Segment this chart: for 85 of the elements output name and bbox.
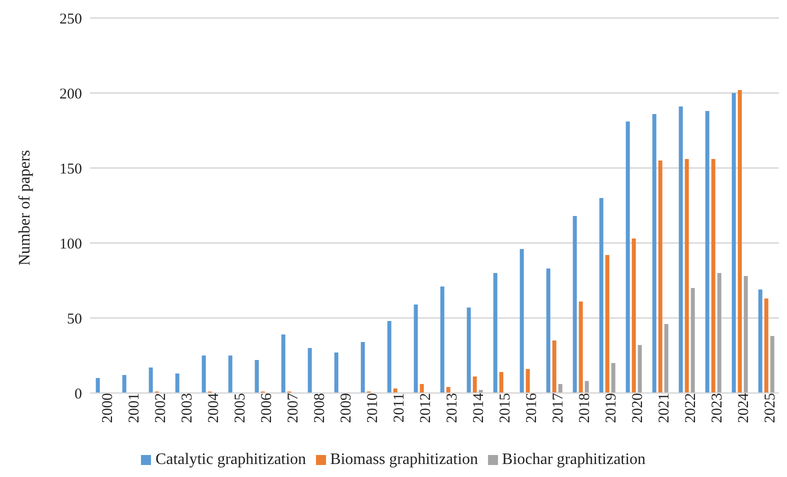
bar [652,114,656,393]
bar [770,336,774,393]
bar [420,384,424,393]
x-tick-label: 2006 [258,392,275,423]
bar [122,375,126,393]
x-tick-label: 2013 [444,393,460,423]
x-tick-label: 2005 [232,393,248,423]
bar [578,302,583,393]
y-tick-label: 50 [67,311,82,328]
y-tick-label: 200 [60,86,82,102]
x-tick-label: 2015 [497,393,514,423]
bar [472,376,477,393]
x-tick-label: 2014 [470,392,487,423]
bar [360,342,365,393]
bar [626,122,630,393]
bar [758,290,762,393]
bar [308,348,312,393]
bar [764,298,768,393]
x-tick-label: 2010 [364,393,381,423]
bar [705,111,710,393]
y-tick-label: 150 [60,161,82,178]
bar [717,273,722,393]
bar [387,321,392,393]
y-tick-label: 100 [60,236,82,252]
bar [658,160,662,393]
bar [638,345,642,393]
bar [414,304,418,393]
bar [605,255,610,393]
bar [738,90,742,393]
bar [202,356,206,393]
x-tick-label: 2024 [736,392,752,423]
bar [572,216,577,393]
bar [96,378,100,393]
x-tick-label: 2001 [126,393,142,423]
bar [611,363,616,393]
bar [228,356,232,393]
bar [520,249,524,393]
bar [499,372,504,393]
bar [664,324,668,393]
bar [334,352,338,393]
x-tick-label: 2004 [206,392,222,423]
bar [446,387,450,393]
bar [732,93,736,393]
x-tick-label: 2019 [603,393,620,423]
bar [744,276,748,393]
x-tick-label: 2007 [285,392,302,423]
x-tick-label: 2023 [709,393,726,423]
x-tick-label: 2009 [338,393,354,423]
x-tick-label: 2016 [524,392,540,423]
bar [546,268,550,393]
legend-label: Catalytic graphitization [155,451,306,468]
legend-label: Biomass graphitization [330,451,478,468]
bar [678,106,683,393]
y-tick-label: 0 [74,386,82,402]
bar [711,159,716,393]
bar [281,334,286,393]
x-tick-label: 2017 [550,392,566,423]
x-tick-label: 2008 [312,393,328,423]
bar [599,198,604,393]
x-tick-label: 2011 [391,393,408,422]
bar [552,340,556,393]
bar [440,286,444,393]
bar [684,159,689,393]
bar [493,273,498,393]
x-tick-label: 2002 [152,393,169,423]
x-tick-label: 2012 [418,393,434,423]
x-tick-label: 2021 [656,393,672,423]
bar [690,288,695,393]
x-tick-label: 2003 [179,393,196,423]
bar [175,374,180,393]
bar [526,369,530,393]
x-tick-label: 2022 [682,393,699,423]
bar [148,368,153,393]
bar [584,381,589,393]
bar [254,360,259,393]
x-tick-label: 2000 [100,393,116,423]
x-tick-label: 2018 [576,393,593,423]
y-tick-label: 250 [60,11,82,28]
bar [466,308,471,393]
y-axis-title: Number of papers [16,150,34,266]
x-tick-label: 2020 [630,393,646,423]
legend-label: Biochar graphitization [502,451,646,468]
bar [558,384,562,393]
x-tick-label: 2025 [762,393,778,423]
bar [632,238,636,393]
